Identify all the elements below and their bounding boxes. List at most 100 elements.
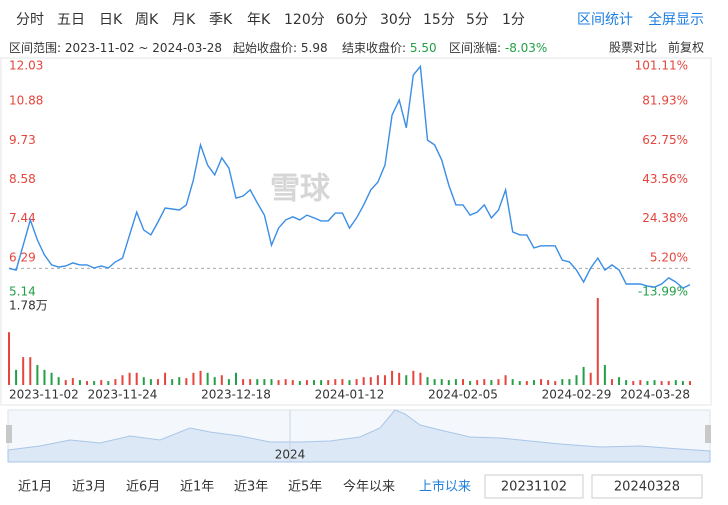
period-tab[interactable]: 1分 <box>502 12 525 28</box>
volume-bar <box>128 372 131 385</box>
end-date: 20240328 <box>614 480 680 495</box>
volume-bar <box>178 377 181 385</box>
range-preset[interactable]: 近6月 <box>126 480 160 495</box>
volume-bar <box>603 364 606 385</box>
volume-bar <box>305 380 308 385</box>
start-date-input[interactable] <box>484 474 584 499</box>
toolbar-action[interactable]: 全屏显示 <box>648 11 704 28</box>
range-preset[interactable]: 近3月 <box>72 480 106 495</box>
volume-bar <box>426 377 429 385</box>
range-preset[interactable]: 今年以来 <box>343 479 395 495</box>
info-change-value: -8.03% <box>505 41 547 55</box>
range-preset[interactable]: 上市以来 <box>419 479 471 495</box>
navigator-handle[interactable] <box>705 425 711 443</box>
volume-bar <box>391 370 394 385</box>
volume-bar <box>355 379 358 385</box>
info-range: 区间范围: 2023-11-02 ~ 2024-03-28 <box>9 41 222 55</box>
volume-bar <box>554 381 557 385</box>
volume-bar <box>476 380 479 385</box>
volume-bar <box>334 379 337 385</box>
volume-bar <box>36 364 39 385</box>
volume-bar <box>86 381 89 385</box>
compare-button[interactable]: 股票对比 <box>609 41 657 55</box>
volume-bar <box>504 375 507 385</box>
volume-bar <box>568 379 571 385</box>
y-tick-label: 9.73 <box>9 133 36 147</box>
period-tab[interactable]: 120分 <box>284 12 325 28</box>
navigator-handle[interactable] <box>6 425 12 443</box>
info-start-label: 起始收盘价: <box>233 40 297 55</box>
volume-bar <box>532 380 535 385</box>
range-preset[interactable]: 近3年 <box>234 480 268 495</box>
x-tick-label: 2024-02-29 <box>542 388 612 402</box>
volume-bar <box>589 372 592 385</box>
volume-bar <box>575 375 578 385</box>
y-tick-label: 6.29 <box>9 250 36 264</box>
volume-bar <box>412 370 415 385</box>
toolbar-action[interactable]: 区间统计 <box>577 12 633 28</box>
volume-bar <box>8 332 10 385</box>
volume-bar <box>674 380 677 385</box>
period-tab[interactable]: 季K <box>209 12 233 28</box>
adjust-button[interactable]: 前复权 <box>668 40 704 55</box>
period-tab[interactable]: 5分 <box>466 12 489 28</box>
volume-bar <box>540 379 543 385</box>
volume-bar <box>220 375 223 385</box>
period-tab[interactable]: 15分 <box>423 12 455 28</box>
volume-bar <box>511 379 514 385</box>
volume-bar <box>263 379 266 385</box>
volume-bar <box>121 375 124 385</box>
volume-bar <box>497 379 500 385</box>
volume-bar <box>291 380 294 385</box>
period-tab[interactable]: 月K <box>172 12 196 28</box>
volume-bar <box>454 379 457 385</box>
volume-bar <box>199 370 202 385</box>
period-tab[interactable]: 日K <box>99 12 123 28</box>
volume-bar <box>518 381 521 385</box>
volume-bar <box>689 381 691 385</box>
volume-bar <box>270 379 273 385</box>
period-tab[interactable]: 30分 <box>380 12 412 28</box>
volume-bar <box>235 372 237 385</box>
end-date-input[interactable] <box>591 474 703 499</box>
volume-bar <box>64 380 67 385</box>
volume-bar <box>369 377 372 385</box>
volume-bar <box>135 372 138 385</box>
volume-bar <box>50 372 53 385</box>
volume-bar <box>298 381 301 385</box>
volume-bar <box>639 380 642 385</box>
range-preset[interactable]: 近5年 <box>288 480 322 495</box>
period-tab[interactable]: 五日 <box>57 12 85 28</box>
volume-bar <box>107 381 110 385</box>
volume-bar <box>114 379 117 385</box>
info-start-value: 5.98 <box>301 41 328 55</box>
info-end: 结束收盘价: 5.50 <box>342 40 437 55</box>
range-preset[interactable]: 近1月 <box>18 480 52 495</box>
start-date: 20231102 <box>501 480 567 495</box>
volume-bar <box>447 380 450 385</box>
volume-bar <box>192 372 195 385</box>
price-line <box>8 64 691 289</box>
period-tab[interactable]: 60分 <box>336 12 368 28</box>
range-preset[interactable]: 近1年 <box>180 480 214 495</box>
volume-bar <box>653 380 656 385</box>
chart-frame <box>0 57 712 406</box>
info-range-value: 2023-11-02 ~ 2024-03-28 <box>65 41 222 55</box>
volume-bar <box>313 380 316 385</box>
volume-bar <box>242 379 245 385</box>
volume-bar <box>561 379 564 385</box>
volume-bar <box>596 298 599 385</box>
volume-bar <box>164 372 167 385</box>
volume-bar <box>525 381 528 385</box>
period-tab[interactable]: 分时 <box>16 12 44 28</box>
volume-bar <box>22 357 25 385</box>
volume-bar <box>249 379 252 385</box>
volume-bar <box>256 379 259 385</box>
y-tick-label: 8.58 <box>9 172 36 186</box>
volume-bar <box>625 380 628 385</box>
volume-bar <box>29 357 32 385</box>
volume-bar <box>156 379 159 385</box>
period-tab[interactable]: 年K <box>247 12 271 28</box>
period-tab[interactable]: 周K <box>135 12 159 28</box>
